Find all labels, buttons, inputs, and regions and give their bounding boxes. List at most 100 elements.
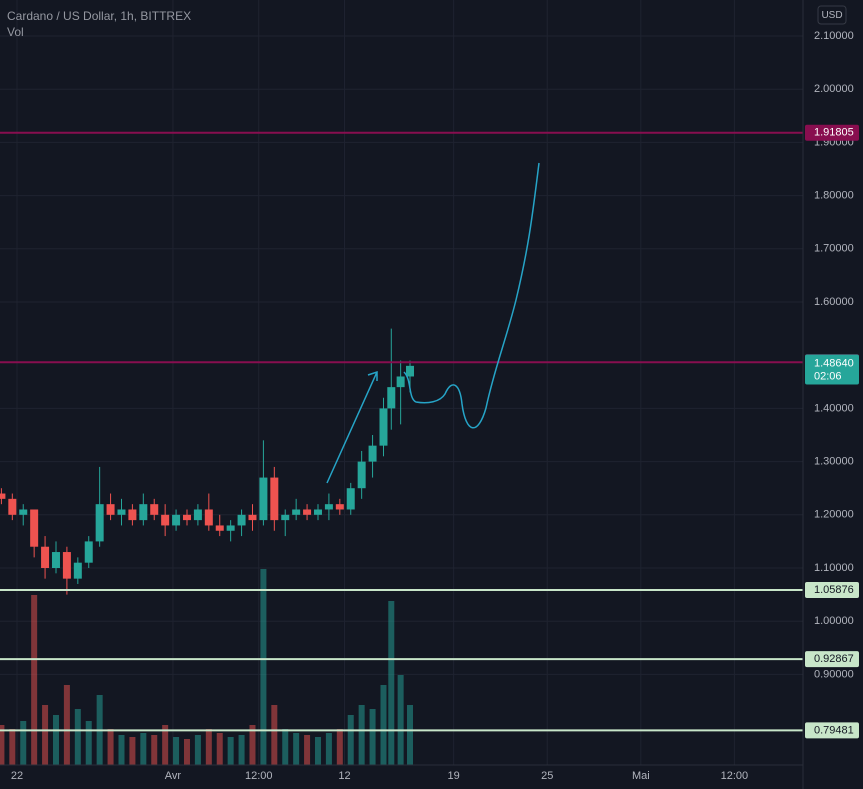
candle-body (324, 504, 333, 510)
chart-title: Cardano / US Dollar, 1h, BITTREX (7, 9, 191, 23)
candle-body (379, 408, 388, 446)
candle-body (128, 509, 137, 521)
volume-bar (151, 735, 158, 765)
candle-body (62, 552, 71, 579)
candle-body (248, 514, 257, 521)
y-tick-label: 1.70000 (814, 243, 854, 255)
x-tick-label: 12:00 (721, 770, 749, 782)
last-price-label: 1.48640 (814, 357, 854, 369)
volume-bar (118, 735, 125, 765)
candle-body (117, 509, 126, 515)
y-tick-label: 1.60000 (814, 296, 854, 308)
candle-body (193, 509, 202, 521)
volume-bar (260, 569, 267, 765)
candle-body (182, 514, 191, 521)
candle-body (259, 477, 268, 521)
x-tick-label: 19 (448, 770, 460, 782)
volume-bar (369, 709, 376, 765)
x-tick-label: Avr (165, 770, 182, 782)
level-tag (805, 124, 859, 141)
volume-bar (9, 729, 16, 765)
level-label: 1.91805 (814, 127, 854, 139)
candle-body (226, 525, 235, 531)
candle-body (313, 509, 322, 515)
candle-body (73, 562, 82, 579)
volume-bar (293, 733, 300, 765)
level-label: 1.05876 (814, 584, 854, 596)
volume-bar (216, 733, 223, 765)
candle-body (41, 546, 50, 569)
candle-body (150, 504, 159, 515)
volume-bar (358, 705, 365, 765)
x-tick-label: 25 (541, 770, 553, 782)
currency-label[interactable]: USD (821, 10, 842, 21)
last-price-tag (805, 354, 859, 385)
level-label: 0.79481 (814, 724, 854, 736)
y-tick-label: 0.90000 (814, 668, 854, 680)
level-tag (805, 722, 859, 739)
y-tick-label: 1.00000 (814, 615, 854, 627)
volume-bar (249, 725, 256, 765)
volume-bar (238, 735, 245, 765)
y-tick-label: 2.00000 (814, 83, 854, 95)
candle-body (19, 509, 28, 515)
candle-body (139, 504, 148, 521)
y-tick-label: 1.80000 (814, 190, 854, 202)
volume-label: Vol (7, 25, 24, 39)
candle-layer (0, 328, 414, 595)
volume-bar (129, 737, 136, 765)
volume-bar (173, 737, 180, 765)
volume-bar (397, 675, 404, 765)
volume-bar (107, 729, 114, 765)
volume-bar (336, 729, 343, 765)
candle-body (335, 504, 344, 510)
volume-bar (314, 737, 321, 765)
candle-body (405, 365, 414, 377)
y-tick-label: 1.10000 (814, 562, 854, 574)
x-tick-label: 12 (338, 770, 350, 782)
y-tick-label: 1.40000 (814, 402, 854, 414)
candle-body (161, 514, 170, 526)
volume-bar (85, 721, 92, 765)
level-tag (805, 581, 859, 598)
candle-body (204, 509, 213, 526)
volume-bar (52, 715, 59, 765)
candle-body (95, 504, 104, 542)
countdown: 02:06 (814, 370, 842, 382)
volume-bar (140, 733, 147, 765)
level-layer (0, 131, 803, 732)
candle-body (237, 514, 246, 526)
volume-bar (183, 739, 190, 765)
candle-body (8, 498, 17, 515)
candle-body (396, 376, 405, 388)
volume-bar (380, 685, 387, 765)
volume-bar (0, 725, 5, 765)
drawing-projection (403, 162, 540, 429)
x-tick-label: Mai (632, 770, 650, 782)
volume-bar (325, 733, 332, 765)
volume-bar (20, 721, 27, 765)
candle-body (172, 514, 181, 526)
volume-bar (282, 729, 289, 765)
axis-layer: 0.90000 1.00000 1.10000 1.20000 1.30000 1.400… (11, 30, 859, 782)
candle-body (0, 493, 6, 499)
volume-bar (42, 705, 49, 765)
volume-bar (271, 705, 278, 765)
candle-body (84, 541, 93, 563)
candle-body (51, 552, 60, 569)
drawing-arrow (326, 370, 378, 484)
volume-bar (227, 737, 234, 765)
level-label: 0.92867 (814, 653, 854, 665)
volume-bar (347, 715, 354, 765)
x-tick-label: 12:00 (245, 770, 273, 782)
currency-button[interactable] (817, 5, 847, 25)
volume-bar (63, 685, 70, 765)
candle-body (387, 387, 396, 409)
volume-bar (31, 595, 38, 765)
candle-body (303, 509, 312, 515)
y-tick-label: 2.10000 (814, 30, 854, 42)
volume-bar (194, 735, 201, 765)
y-tick-label: 1.30000 (814, 456, 854, 468)
